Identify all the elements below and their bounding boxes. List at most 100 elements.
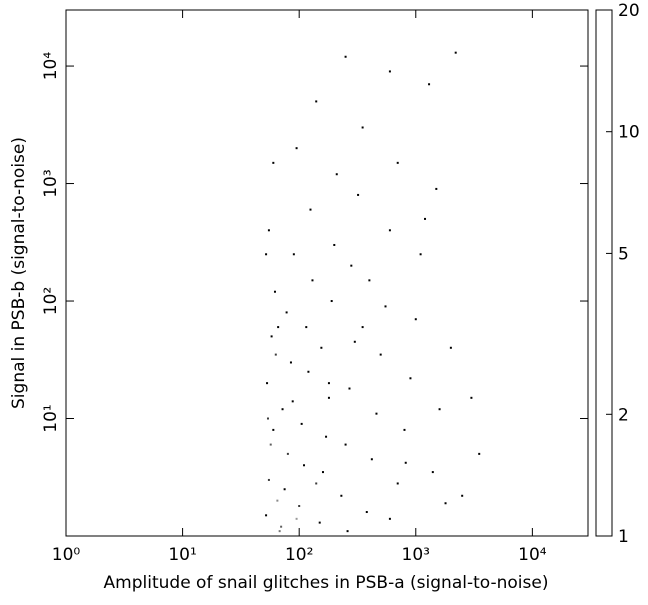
point xyxy=(311,279,314,282)
y-tick-label: 10¹ xyxy=(41,404,61,432)
point xyxy=(327,382,330,385)
point xyxy=(454,51,457,54)
point xyxy=(379,353,382,356)
y-tick-label: 10² xyxy=(41,287,61,315)
point xyxy=(335,173,338,176)
point xyxy=(327,396,330,399)
point xyxy=(461,494,464,497)
y-tick-label: 10⁴ xyxy=(41,52,61,81)
point xyxy=(428,83,431,86)
point xyxy=(357,193,360,196)
point xyxy=(272,161,275,164)
point xyxy=(266,417,269,420)
point xyxy=(295,147,298,150)
point xyxy=(388,229,391,232)
point xyxy=(384,305,387,308)
x-axis-label: Amplitude of snail glitches in PSB-a (si… xyxy=(104,573,549,593)
x-tick-label: 10⁰ xyxy=(52,545,81,565)
point xyxy=(375,412,378,415)
point xyxy=(449,346,452,349)
x-tick-label: 10² xyxy=(285,545,313,565)
point xyxy=(265,514,268,517)
point xyxy=(396,161,399,164)
point xyxy=(444,502,447,505)
plot-frame xyxy=(65,9,589,537)
point xyxy=(403,428,406,431)
x-tick-label: 10³ xyxy=(402,545,430,565)
colorbar xyxy=(595,9,613,537)
colorbar-tick-label: 20 xyxy=(618,1,640,21)
point xyxy=(273,290,276,293)
point xyxy=(348,387,351,390)
point xyxy=(325,435,328,438)
point xyxy=(318,521,321,524)
point xyxy=(265,253,268,256)
point xyxy=(276,499,279,502)
point xyxy=(283,488,286,491)
point xyxy=(404,461,407,464)
point xyxy=(344,55,347,58)
colorbar-tick-label: 1 xyxy=(618,527,629,547)
y-tick-label: 10³ xyxy=(41,169,61,197)
point xyxy=(388,517,391,520)
point xyxy=(340,494,343,497)
point xyxy=(470,396,473,399)
colorbar-tick-label: 5 xyxy=(618,244,629,264)
point xyxy=(321,471,324,474)
point xyxy=(344,443,347,446)
point xyxy=(368,279,371,282)
point xyxy=(269,443,272,446)
point xyxy=(330,300,333,303)
point xyxy=(361,326,364,329)
point xyxy=(333,243,336,246)
point xyxy=(353,340,356,343)
point xyxy=(303,464,306,467)
point xyxy=(270,335,273,338)
point xyxy=(307,370,310,373)
point xyxy=(267,478,270,481)
point xyxy=(346,530,349,533)
point xyxy=(295,517,298,520)
point xyxy=(431,471,434,474)
point xyxy=(277,326,280,329)
point xyxy=(365,511,368,514)
point xyxy=(435,187,438,190)
point xyxy=(281,408,284,411)
point xyxy=(289,361,292,364)
point xyxy=(305,326,308,329)
point xyxy=(300,422,303,425)
point xyxy=(280,525,283,528)
point xyxy=(291,400,294,403)
colorbar-tick-label: 2 xyxy=(618,405,629,425)
point xyxy=(267,229,270,232)
point xyxy=(361,126,364,129)
point xyxy=(414,318,417,321)
point xyxy=(370,458,373,461)
point xyxy=(438,408,441,411)
x-tick-label: 10¹ xyxy=(168,545,196,565)
point xyxy=(266,382,269,385)
point xyxy=(286,452,289,455)
point xyxy=(298,505,301,508)
point xyxy=(396,482,399,485)
point xyxy=(320,346,323,349)
point xyxy=(272,428,275,431)
point xyxy=(292,253,295,256)
point xyxy=(409,377,412,380)
point xyxy=(315,100,318,103)
x-tick-label: 10⁴ xyxy=(518,545,547,565)
colorbar-tick-label: 10 xyxy=(618,123,640,143)
point xyxy=(350,264,353,267)
point xyxy=(278,530,281,533)
point xyxy=(424,217,427,220)
point xyxy=(388,70,391,73)
point xyxy=(285,311,288,314)
point xyxy=(274,353,277,356)
point xyxy=(315,482,318,485)
point xyxy=(419,253,422,256)
point xyxy=(309,208,312,211)
point xyxy=(478,452,481,455)
y-axis-label: Signal in PSB-b (signal-to-noise) xyxy=(9,137,29,409)
